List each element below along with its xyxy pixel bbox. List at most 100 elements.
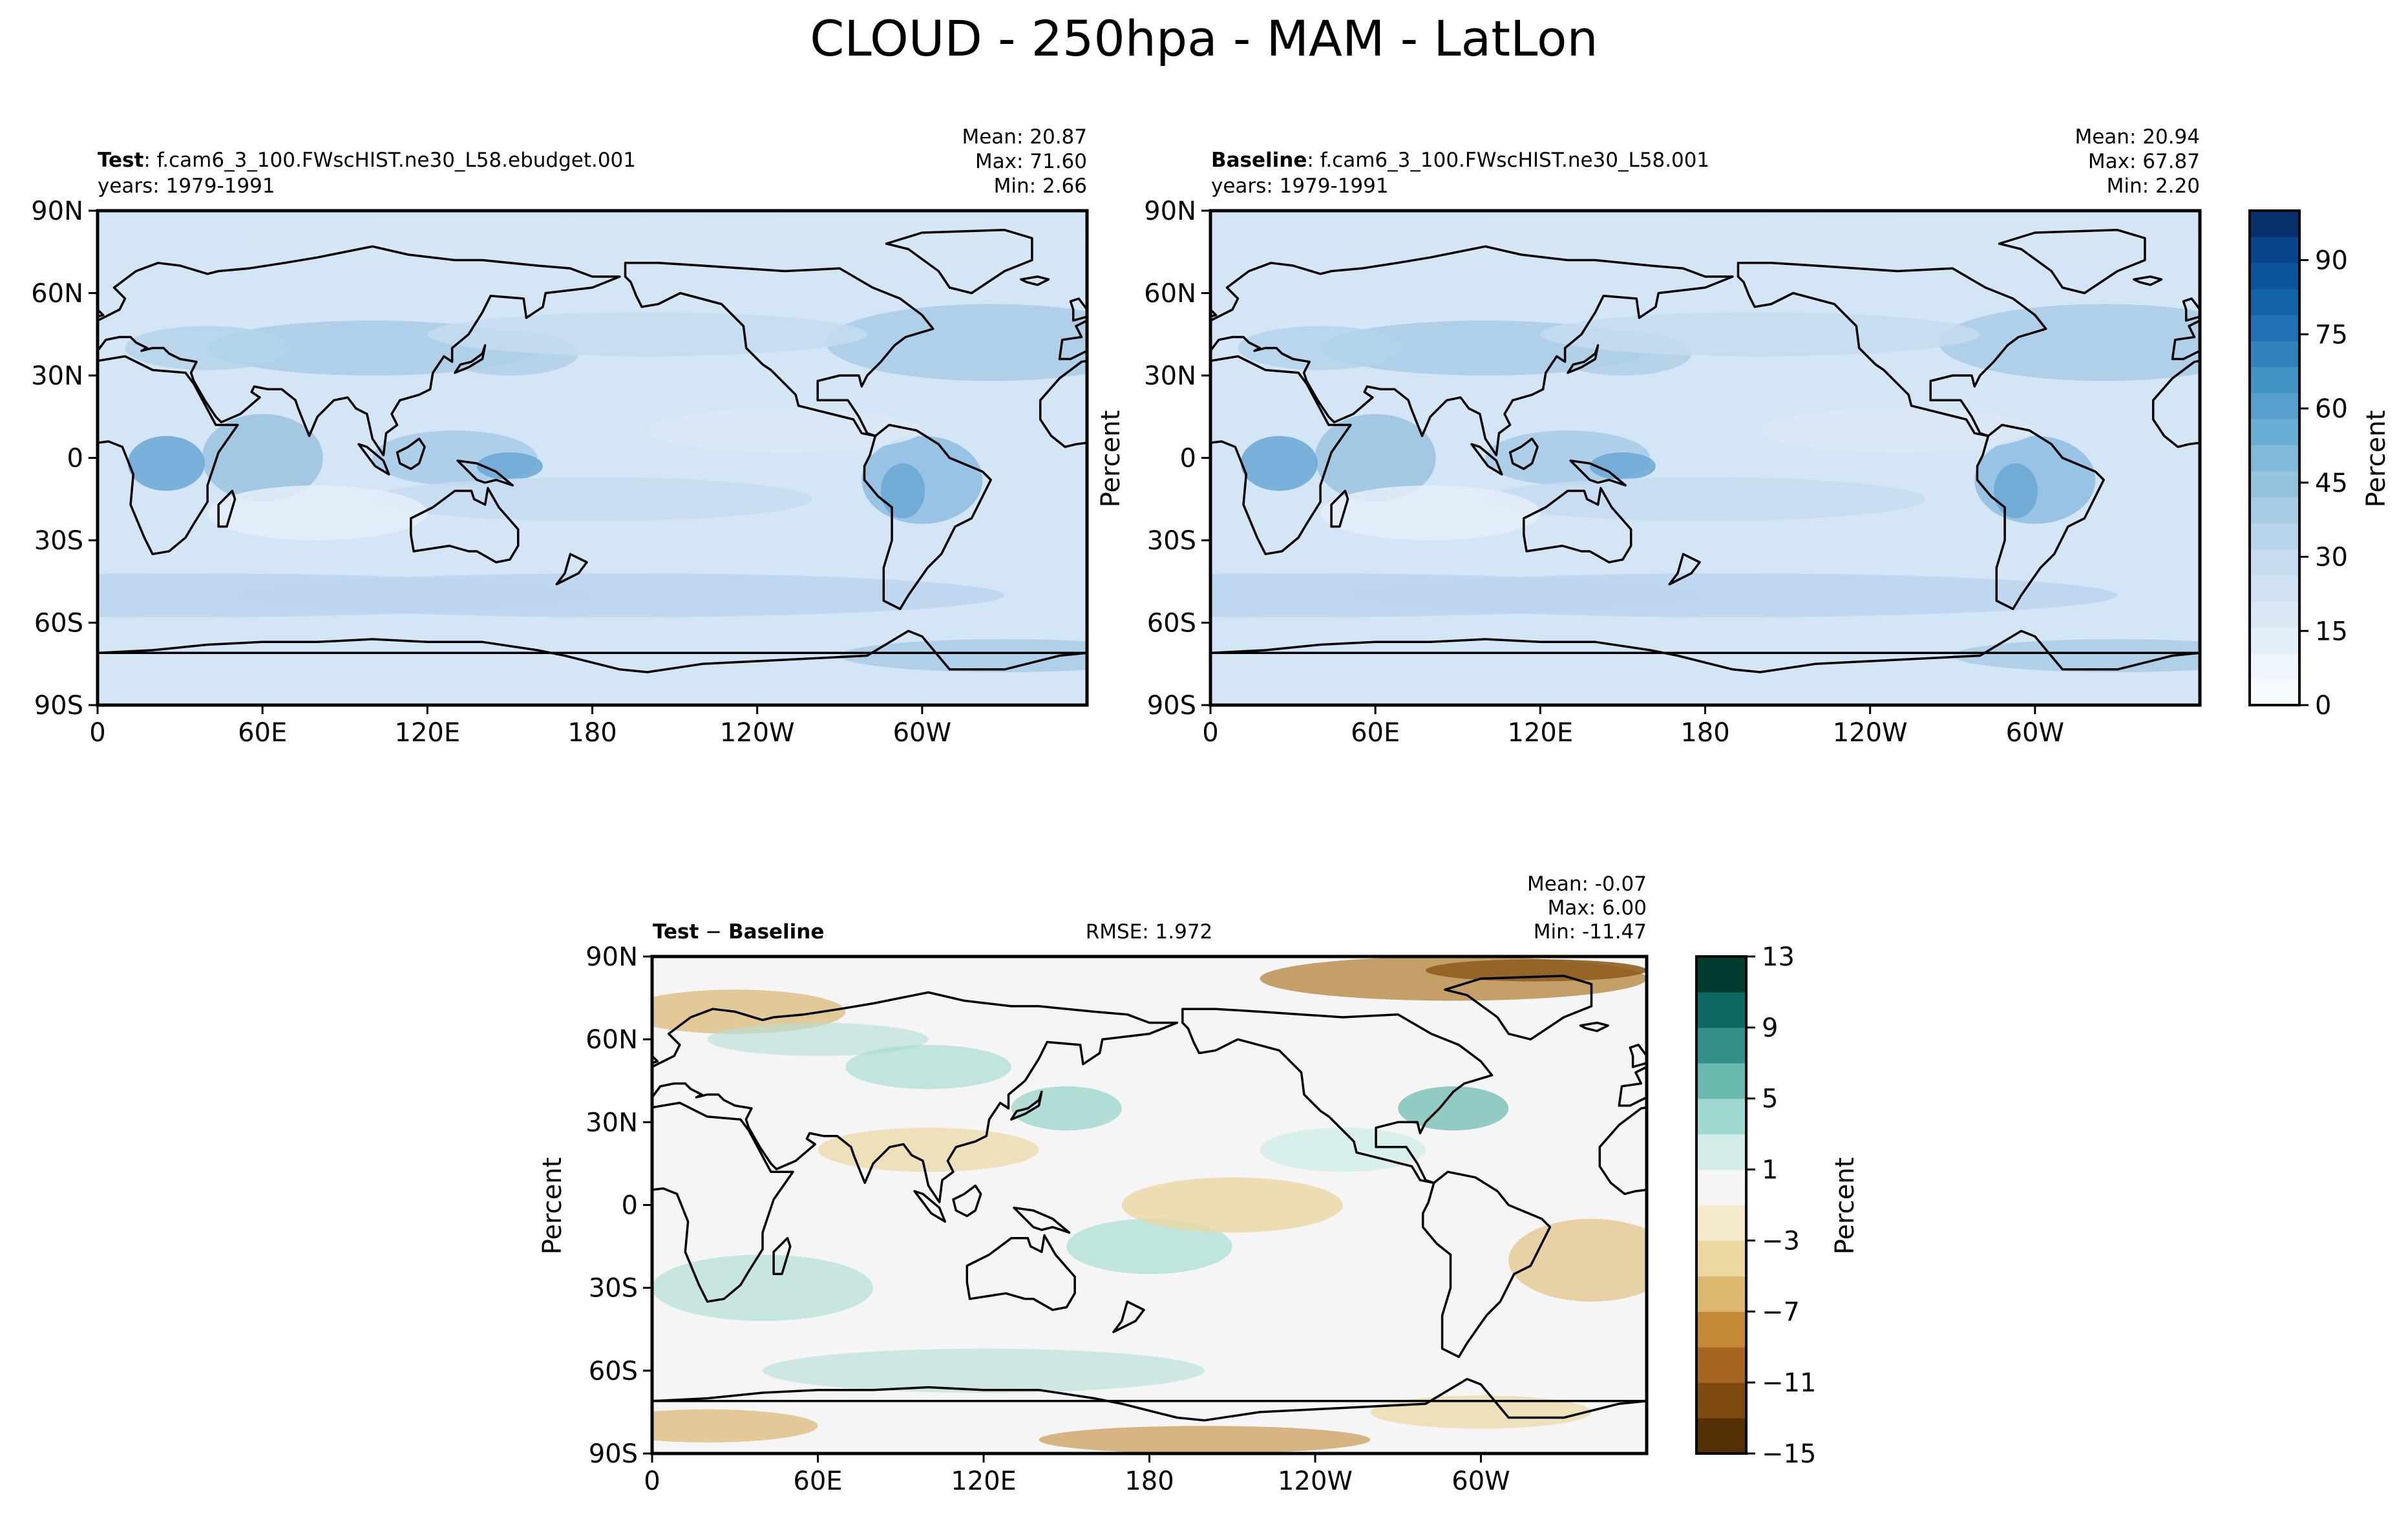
x-tick-label: 60E	[238, 718, 287, 748]
y-tick-label: 30S	[34, 526, 83, 556]
coastline-samerica	[1976, 423, 2105, 611]
y-tick-label: 0	[1180, 444, 1196, 474]
colorbar-swatch	[2250, 679, 2299, 706]
coastline-africa	[1210, 355, 1352, 556]
coastline-namerica	[2177, 1009, 2408, 1183]
colorbar-swatch	[2250, 392, 2299, 419]
coastlines	[98, 229, 1087, 673]
contour-region	[1039, 1426, 1371, 1453]
panel-test-header: Test: f.cam6_3_100.FWscHIST.ne30_L58.ebu…	[98, 149, 636, 172]
panel-baseline-min: Min: 2.20	[2107, 174, 2200, 198]
panel-diff-rmse: RMSE: 1.972	[1086, 920, 1213, 944]
contour-region	[881, 463, 925, 518]
colorbar-cloud-label: Percent	[2361, 410, 2391, 508]
colorbar-swatch	[1696, 1347, 1746, 1383]
contour-region	[1320, 485, 1541, 540]
contour-region	[652, 1254, 873, 1321]
colorbar-swatch	[1696, 1134, 1746, 1170]
colorbar-swatch	[1696, 1418, 1746, 1454]
coastline-newguinea	[1569, 460, 1627, 487]
coastline-antarctica	[2199, 651, 2200, 655]
x-tick-label: 120W	[720, 718, 795, 748]
colorbar-tick-label: 1	[1762, 1156, 1778, 1185]
coastline-namerica	[1181, 1008, 1494, 1185]
colorbar-tick-label: −7	[1762, 1297, 1800, 1327]
panel-baseline-case: : f.cam6_3_100.FWscHIST.ne30_L58.001	[1307, 149, 1709, 172]
y-tick-label: 90S	[589, 1439, 638, 1469]
colorbar-cloud: 0 15 30 45 60 75 90	[2248, 209, 2348, 721]
coastline-uk	[98, 308, 105, 318]
colorbar-swatch	[2250, 653, 2299, 680]
contour-region	[652, 989, 846, 1034]
x-tick-label: 60W	[893, 718, 951, 748]
panel-diff-max: Max: 6.00	[1548, 896, 1647, 920]
figure-title: CLOUD - 250hpa - MAM - LatLon	[810, 10, 1598, 67]
coastline-borneo	[396, 438, 426, 470]
coastline-borneo	[952, 1184, 982, 1218]
coastline-japan	[1567, 344, 1600, 374]
coastline-newzealand	[2108, 1302, 2139, 1332]
panel-baseline-ylabel: Percent	[1096, 410, 1126, 508]
contour-region	[826, 304, 1087, 381]
coastline-uk	[1069, 297, 1087, 322]
coastline-antarctica	[652, 1377, 1647, 1422]
coastline-antarctica	[1645, 1400, 1647, 1402]
panel-baseline: Baseline: f.cam6_3_100.FWscHIST.ne30_L58…	[1096, 125, 2202, 748]
panel-test-min: Min: 2.66	[994, 174, 1087, 198]
coastline-uk	[1629, 1043, 1647, 1068]
colorbar-frame	[1695, 955, 1748, 1455]
coastline-newguinea	[456, 460, 514, 487]
coastline-namerica	[624, 262, 935, 438]
colorbar-tick-label: 9	[1762, 1013, 1778, 1043]
colorbar-swatch	[2250, 445, 2299, 472]
coastline-australia	[1961, 1236, 2069, 1310]
colorbar-swatch	[2250, 315, 2299, 341]
y-tick-label: 60S	[1147, 609, 1196, 639]
panel-baseline-years: years: 1979-1991	[1211, 174, 1389, 198]
colorbar-swatch	[1696, 957, 1746, 993]
x-tick-label: 180	[1125, 1466, 1174, 1496]
coastline-newguinea	[2009, 1208, 2064, 1232]
contour-region	[652, 1409, 818, 1443]
contour-region	[125, 326, 290, 370]
x-tick-label: 60W	[2006, 718, 2064, 748]
coastline-namerica	[1737, 262, 2047, 438]
colorbar-swatch	[1696, 991, 1746, 1028]
colorbar-swatch	[2250, 627, 2299, 654]
coastline-africa	[98, 355, 239, 556]
coastline-madagascar	[772, 1237, 792, 1276]
panel-test: Test: f.cam6_3_100.FWscHIST.ne30_L58.ebu…	[31, 125, 1089, 748]
colorbar-swatch	[2250, 575, 2299, 602]
coastline-africa	[652, 1101, 794, 1303]
colorbar-diff-label: Percent	[1830, 1157, 1860, 1255]
contour-region	[476, 452, 543, 480]
contour-region	[1347, 216, 2200, 260]
coastline-eurasia	[98, 245, 621, 457]
coastline-sumatra	[1470, 443, 1503, 476]
y-tick-label: 30N	[31, 361, 83, 391]
coastline-antarctica	[1210, 629, 2200, 673]
x-tick-label: 120E	[1508, 718, 1574, 748]
panel-diff-min: Min: -11.47	[1534, 920, 1647, 944]
panel-baseline-label: Baseline	[1211, 149, 1307, 172]
coastline-greenland	[885, 229, 1033, 295]
colorbar-swatch	[1696, 1276, 1746, 1312]
coastline-africa	[1598, 1106, 1647, 1196]
contour-region	[845, 1044, 1011, 1090]
colorbar-tick-label: 75	[2315, 320, 2348, 350]
colorbar-swatch	[2250, 470, 2299, 498]
colorbar-swatch	[1696, 1062, 1746, 1099]
contour-region	[235, 573, 1005, 617]
colorbar-tick-label: 0	[2315, 691, 2331, 721]
y-tick-label: 60N	[31, 279, 83, 309]
y-tick-label: 0	[67, 444, 83, 474]
x-tick-label: 0	[1202, 718, 1218, 748]
colorbar-swatch	[2250, 549, 2299, 576]
map-diff: 0 60E 120E 180 120W 60W 90N 60N 30N 0 30S 60S 90S	[586, 942, 2408, 1496]
colorbar-tick-label: −3	[1762, 1226, 1800, 1256]
contour-region	[763, 1348, 1205, 1393]
x-tick-label: 180	[567, 718, 617, 748]
coastline-newguinea	[1013, 1207, 1071, 1234]
colorbar-diff: 13 9 5 1 −3 −7 −11 −15	[1695, 942, 1816, 1469]
